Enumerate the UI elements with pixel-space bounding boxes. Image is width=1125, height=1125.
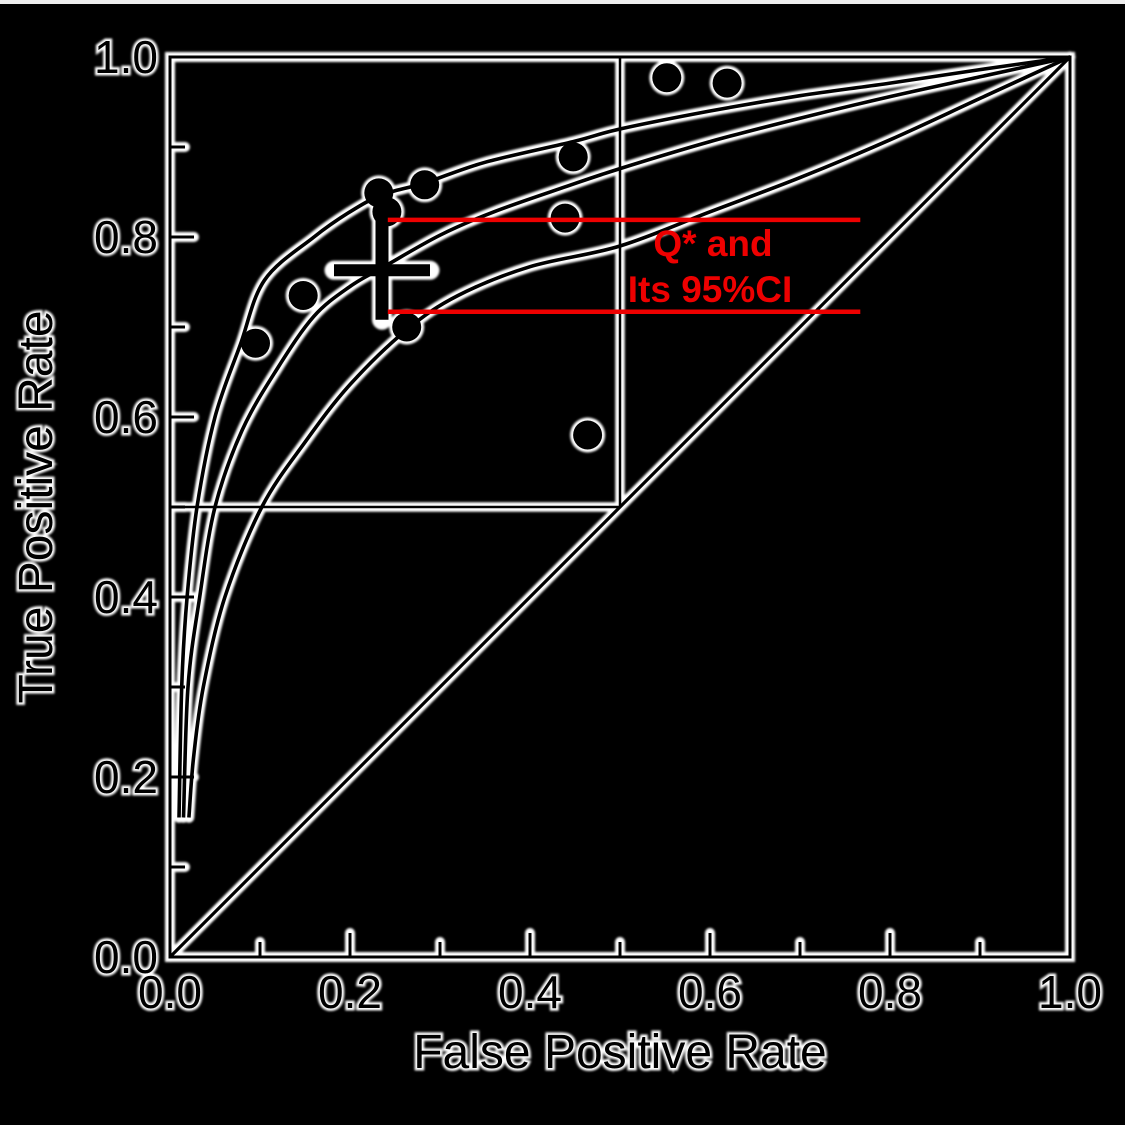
x-tick-label: 0.4 [498,966,562,1018]
x-tick-label-halo: 1.0 [1038,966,1102,1018]
y-tick-label: 0.6 [94,391,158,443]
x-tick-label: 0.0 [138,966,202,1018]
study-point [288,281,318,310]
y-tick-label-halo: 0.2 [94,751,158,803]
annotation-layer: Q* and Its 95%CI [387,217,861,314]
study-point [410,170,440,200]
ink-layer: 0.0 0.2 0.4 0.6 0.8 1.0 0.0 0.2 0.4 0.6 0.8 1.0 Fals… [10,31,1102,1079]
y-tick-label-halo: 1.0 [94,31,158,83]
y-tick-label-halo: 0.4 [94,571,158,623]
annotation-q-star-line1: Q* and [653,223,772,264]
y-tick-label-halo: 0.0 [94,931,158,983]
x-tick-label-halo: 0.2 [318,966,382,1018]
x-tick-label-halo: 0.6 [678,966,742,1018]
top-edge-artifact [0,0,1125,4]
study-point [558,142,588,172]
x-tick-label-halo: 0.0 [138,966,202,1018]
lower-ci-curve [187,55,1071,818]
y-axis-title-halo: True Positive Rate [10,310,63,703]
x-axis-title-halo: False Positive Rate [413,1026,827,1079]
y-tick-label: 0.4 [94,571,158,623]
y-tick-label: 0.0 [94,931,158,983]
annotation-q-star-line2: Its 95%CI [628,269,793,310]
x-tick-label: 0.8 [858,966,922,1018]
x-axis-title: False Positive Rate [413,1026,827,1079]
study-point [573,420,603,450]
x-tick-label-halo: 0.4 [498,966,562,1018]
x-tick-label-halo: 0.8 [858,966,922,1018]
y-tick-label: 0.2 [94,751,158,803]
chance-diagonal [168,55,1072,959]
y-tick-label: 0.8 [94,211,158,263]
study-point [712,68,742,98]
y-axis-title: True Positive Rate [10,310,63,703]
study-point [392,312,422,342]
study-point [652,63,682,93]
y-tick-label: 1.0 [94,31,158,83]
x-tick-label: 1.0 [1038,966,1102,1018]
x-tick-label: 0.2 [318,966,382,1018]
study-point [241,328,270,358]
y-tick-label-halo: 0.6 [94,391,158,443]
y-tick-label-halo: 0.8 [94,211,158,263]
x-tick-label: 0.6 [678,966,742,1018]
sroc-curve [181,55,1071,818]
